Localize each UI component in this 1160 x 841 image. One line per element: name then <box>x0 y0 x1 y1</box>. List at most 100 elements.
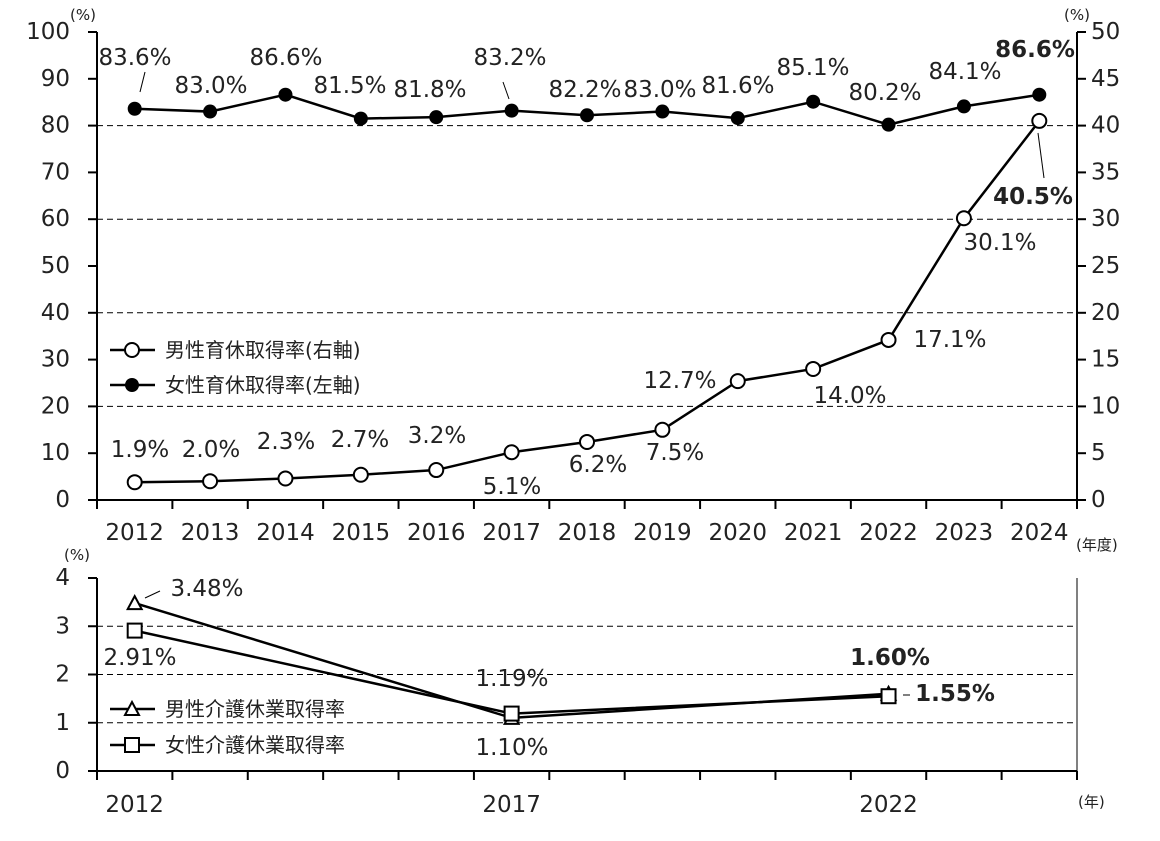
female-data-label: 83.0% <box>174 73 247 99</box>
female-care-data-label: 1.19% <box>475 666 548 692</box>
y-right-unit: (%) <box>1064 6 1090 24</box>
x-tick-label: 2017 <box>482 520 541 546</box>
y-tick-label: 3 <box>55 613 70 639</box>
x-tick-label: 2024 <box>1010 520 1069 546</box>
y-left-tick-label: 90 <box>41 66 70 92</box>
female-care-point <box>126 622 143 639</box>
female-point <box>580 108 594 123</box>
male-data-label: 17.1% <box>913 327 986 353</box>
female-data-label: 81.6% <box>701 73 774 99</box>
x-tick-label: 2017 <box>482 792 541 818</box>
female-point <box>504 103 519 118</box>
y-right-tick-label: 45 <box>1091 66 1120 92</box>
x-tick-label: 2023 <box>935 520 994 546</box>
x-unit: (年度) <box>1076 536 1118 554</box>
female-point <box>1032 87 1047 102</box>
legend-female-care-label: 女性介護休業取得率 <box>165 733 345 757</box>
male-data-label: 3.2% <box>408 423 466 449</box>
y-tick-label: 2 <box>55 662 70 688</box>
y-tick-label: 4 <box>55 565 70 591</box>
male-data-label: 14.0% <box>813 383 886 409</box>
y-right-tick-label: 35 <box>1091 159 1120 185</box>
legend-male-care-label: 男性介護休業取得率 <box>165 697 345 721</box>
y-left-tick-label: 40 <box>41 300 70 326</box>
male-point <box>503 444 520 461</box>
male-point <box>729 373 746 390</box>
y-left-tick-label: 50 <box>41 253 70 279</box>
female-point <box>203 104 218 119</box>
female-data-label: 86.6% <box>249 45 322 71</box>
y-right-tick-label: 40 <box>1091 113 1120 139</box>
male-data-label: 2.7% <box>331 427 389 453</box>
y-right-tick-label: 30 <box>1091 206 1120 232</box>
male-care-data-label: 3.48% <box>170 576 243 602</box>
y-tick-label: 0 <box>55 758 70 784</box>
male-data-label: 12.7% <box>643 368 716 394</box>
x-tick-label: 2013 <box>181 520 240 546</box>
y-right-tick-label: 15 <box>1091 347 1120 373</box>
female-data-label: 86.6% <box>995 37 1075 63</box>
x-tick-label: 2022 <box>859 520 918 546</box>
male-data-label: 2.3% <box>257 429 315 455</box>
female-point <box>353 111 368 126</box>
male-point <box>126 474 143 491</box>
legend-female-care-marker <box>124 737 140 753</box>
male-data-label: 30.1% <box>963 230 1036 256</box>
y-right-tick-label: 5 <box>1091 440 1106 466</box>
male-data-label: 6.2% <box>569 452 627 478</box>
male-data-label: 7.5% <box>646 440 704 466</box>
male-point <box>1031 112 1048 129</box>
female-point <box>730 111 745 126</box>
female-point <box>655 104 670 119</box>
male-point <box>654 421 671 438</box>
female-point <box>127 101 142 116</box>
y-left-unit: (%) <box>70 6 96 24</box>
female-care-point <box>880 688 897 705</box>
y-left-tick-label: 30 <box>41 347 70 373</box>
male-point <box>352 466 369 483</box>
x-tick-label: 2018 <box>558 520 617 546</box>
male-data-label: 40.5% <box>993 184 1073 210</box>
x-unit: (年) <box>1078 793 1105 811</box>
y-left-tick-label: 100 <box>26 19 70 45</box>
male-care-data-label: 1.60% <box>850 645 930 671</box>
male-data-label: 5.1% <box>483 474 541 500</box>
y-left-tick-label: 70 <box>41 159 70 185</box>
male-point <box>428 462 445 479</box>
male-point <box>579 433 595 450</box>
y-left-tick-label: 0 <box>55 487 70 513</box>
male-point <box>880 331 897 348</box>
y-right-tick-label: 25 <box>1091 253 1120 279</box>
y-right-tick-label: 50 <box>1091 19 1120 45</box>
legend-female-label: 女性育休取得率(左軸) <box>165 373 361 397</box>
female-data-label: 80.2% <box>848 80 921 106</box>
y-left-tick-label: 80 <box>41 113 70 139</box>
y-left-tick-label: 20 <box>41 393 70 419</box>
female-data-label: 82.2% <box>548 77 621 103</box>
y-right-tick-label: 10 <box>1091 393 1120 419</box>
female-care-point <box>503 705 520 722</box>
female-data-label: 81.5% <box>313 73 386 99</box>
x-tick-label: 2020 <box>708 520 767 546</box>
female-point <box>429 110 444 125</box>
male-data-label: 1.9% <box>111 437 169 463</box>
female-data-label: 83.2% <box>473 45 546 71</box>
x-tick-label: 2014 <box>256 520 315 546</box>
x-tick-label: 2012 <box>105 792 164 818</box>
female-care-data-label: 2.91% <box>103 645 176 671</box>
male-point <box>202 473 219 490</box>
female-care-data-label: 1.55% <box>915 681 995 707</box>
y-left-tick-label: 60 <box>41 206 70 232</box>
female-data-label: 83.6% <box>98 45 171 71</box>
male-point <box>277 470 294 487</box>
x-tick-label: 2022 <box>859 792 918 818</box>
legend-female-marker <box>125 378 139 392</box>
female-data-label: 81.8% <box>393 77 466 103</box>
male-care-point <box>126 593 144 611</box>
female-data-label: 84.1% <box>928 59 1001 85</box>
y-tick-label: 1 <box>55 710 70 736</box>
male-point <box>955 210 972 227</box>
y-left-tick-label: 10 <box>41 440 70 466</box>
female-point <box>956 99 971 114</box>
legend-male-marker <box>124 342 140 358</box>
